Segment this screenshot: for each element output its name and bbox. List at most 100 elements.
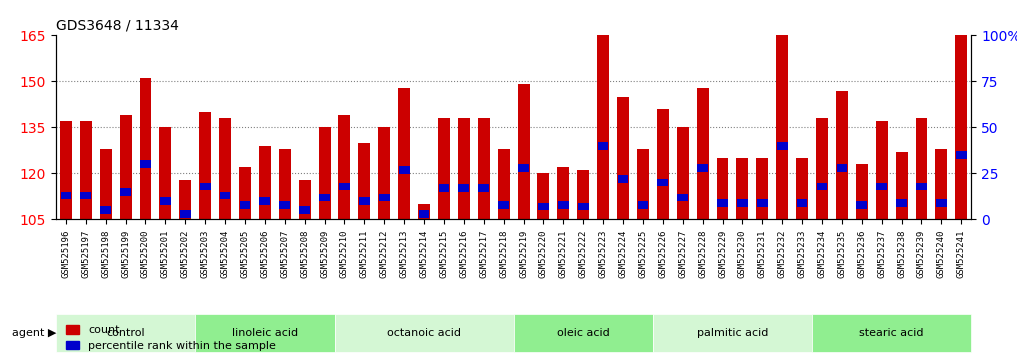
Bar — [916, 183, 926, 190]
Bar — [757, 199, 768, 207]
Bar — [239, 167, 251, 219]
Bar — [856, 201, 868, 209]
Text: GDS3648 / 11334: GDS3648 / 11334 — [56, 19, 179, 33]
Bar — [956, 151, 966, 159]
Bar — [438, 184, 450, 192]
Bar — [936, 199, 947, 207]
Bar — [61, 192, 71, 199]
Bar — [497, 149, 510, 219]
Bar — [537, 173, 549, 219]
Bar — [697, 87, 709, 219]
FancyBboxPatch shape — [653, 314, 812, 352]
Bar — [637, 149, 649, 219]
Bar — [478, 184, 489, 192]
Bar — [736, 158, 749, 219]
Text: agent ▶: agent ▶ — [11, 328, 56, 338]
Bar — [100, 149, 112, 219]
Bar — [955, 26, 967, 219]
Bar — [876, 121, 888, 219]
Bar — [598, 142, 608, 150]
Bar — [557, 167, 570, 219]
Bar — [120, 115, 131, 219]
Bar — [817, 183, 828, 190]
Bar — [896, 199, 907, 207]
FancyBboxPatch shape — [195, 314, 335, 352]
Bar — [419, 210, 429, 218]
Bar — [280, 201, 290, 209]
Bar — [120, 188, 131, 196]
Bar — [877, 183, 887, 190]
Bar — [617, 97, 629, 219]
Bar — [60, 121, 72, 219]
Bar — [199, 112, 212, 219]
FancyBboxPatch shape — [812, 314, 971, 352]
Bar — [160, 197, 171, 205]
Bar — [698, 164, 708, 172]
Bar — [617, 175, 629, 183]
Bar — [717, 158, 728, 219]
Bar — [518, 85, 530, 219]
Bar — [776, 20, 788, 219]
Bar — [339, 183, 350, 190]
Bar — [220, 192, 231, 199]
Legend: count, percentile rank within the sample: count, percentile rank within the sample — [61, 321, 281, 354]
Text: stearic acid: stearic acid — [859, 328, 923, 338]
Bar — [478, 118, 490, 219]
Bar — [578, 170, 589, 219]
Bar — [299, 206, 310, 214]
Bar — [438, 118, 450, 219]
Bar — [518, 164, 529, 172]
Bar — [399, 166, 410, 173]
Bar — [240, 201, 250, 209]
FancyBboxPatch shape — [514, 314, 653, 352]
Bar — [319, 194, 330, 201]
Bar — [459, 184, 469, 192]
Bar — [318, 127, 331, 219]
Bar — [757, 158, 768, 219]
Bar — [816, 118, 828, 219]
Bar — [896, 152, 907, 219]
Bar — [259, 146, 271, 219]
Bar — [638, 201, 648, 209]
Bar — [657, 109, 669, 219]
Bar — [378, 127, 391, 219]
Bar — [837, 164, 847, 172]
Bar — [796, 158, 809, 219]
Bar — [677, 194, 689, 201]
Bar — [279, 149, 291, 219]
Bar — [856, 164, 868, 219]
Text: oleic acid: oleic acid — [557, 328, 609, 338]
Bar — [399, 87, 410, 219]
Bar — [259, 197, 271, 205]
Bar — [936, 149, 948, 219]
Bar — [379, 194, 390, 201]
Bar — [199, 183, 211, 190]
Bar — [717, 199, 728, 207]
Text: palmitic acid: palmitic acid — [697, 328, 768, 338]
Text: control: control — [106, 328, 144, 338]
Bar — [597, 20, 609, 219]
Bar — [359, 197, 370, 205]
Bar — [418, 204, 430, 219]
Bar — [915, 118, 928, 219]
Bar — [498, 201, 508, 209]
Bar — [219, 118, 231, 219]
Bar — [339, 115, 351, 219]
Text: linoleic acid: linoleic acid — [232, 328, 298, 338]
Bar — [796, 199, 807, 207]
Bar — [777, 142, 787, 150]
Bar — [139, 78, 152, 219]
Bar — [458, 118, 470, 219]
Bar — [299, 179, 310, 219]
Bar — [737, 199, 747, 207]
Bar — [358, 143, 370, 219]
Text: octanoic acid: octanoic acid — [387, 328, 461, 338]
Bar — [578, 203, 589, 210]
Bar — [836, 91, 848, 219]
Bar — [180, 210, 190, 218]
FancyBboxPatch shape — [335, 314, 514, 352]
FancyBboxPatch shape — [56, 314, 195, 352]
Bar — [558, 201, 569, 209]
Bar — [79, 121, 92, 219]
Bar — [101, 206, 111, 214]
